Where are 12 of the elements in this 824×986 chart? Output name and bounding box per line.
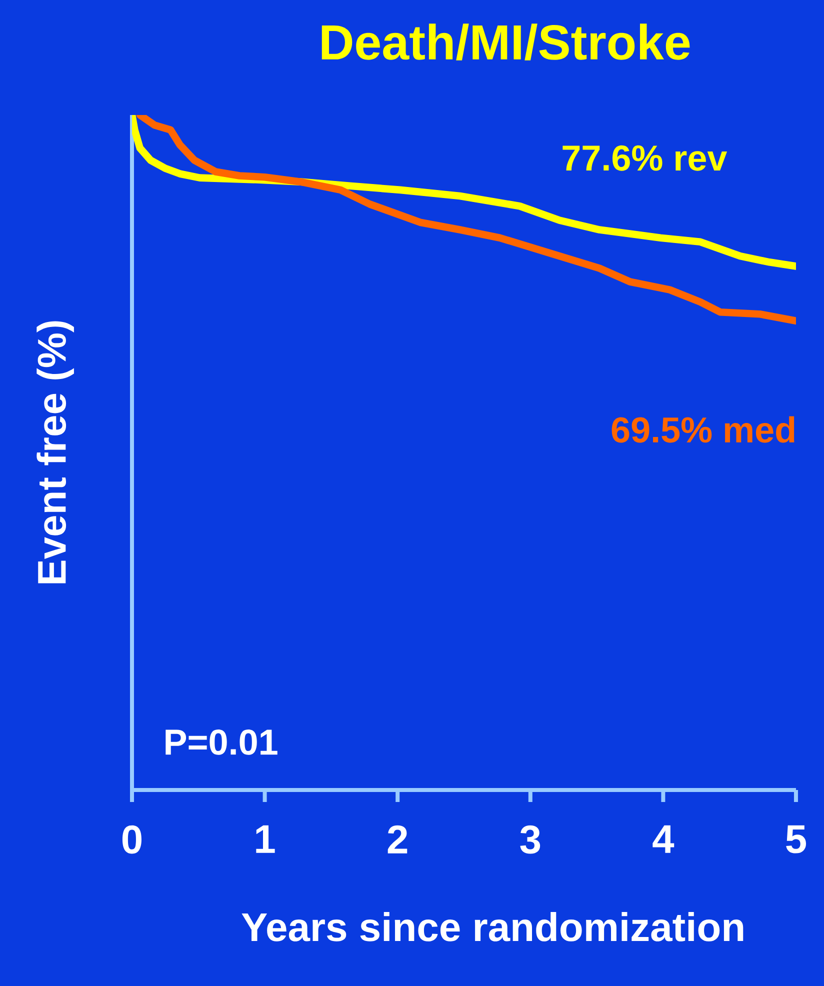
x-tick-label: 1 [256, 825, 275, 853]
y-axis-title: Event free (%) [36, 321, 74, 584]
x-tick-label: 0 [122, 825, 142, 854]
annotation: 77.6% rev [562, 145, 728, 171]
chart-title: Death/MI/Stroke [322, 24, 690, 60]
annotation: 69.5% med [612, 416, 794, 443]
x-tick-label: 3 [520, 825, 540, 854]
x-axis-title: Years since randomization [242, 912, 744, 942]
x-tick-label: 2 [388, 825, 408, 854]
x-tick-label: 4 [652, 825, 674, 853]
x-tick-label: 5 [786, 825, 806, 854]
annotation: P=0.01 [166, 729, 278, 755]
